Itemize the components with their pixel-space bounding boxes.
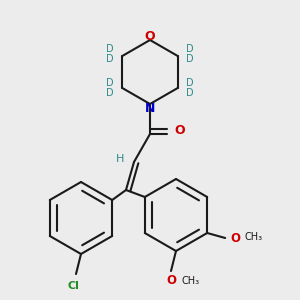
Text: D: D — [106, 44, 114, 54]
Text: Cl: Cl — [67, 281, 79, 291]
Text: D: D — [106, 78, 114, 88]
Text: D: D — [106, 88, 114, 98]
Text: D: D — [186, 44, 194, 54]
Text: N: N — [145, 101, 155, 115]
Text: D: D — [106, 54, 114, 64]
Text: CH₃: CH₃ — [182, 276, 200, 286]
Text: D: D — [186, 88, 194, 98]
Text: D: D — [186, 54, 194, 64]
Text: H: H — [116, 154, 124, 164]
Text: O: O — [145, 29, 155, 43]
Text: O: O — [230, 232, 240, 244]
Text: CH₃: CH₃ — [244, 232, 262, 242]
Text: O: O — [166, 274, 176, 287]
Text: D: D — [186, 78, 194, 88]
Text: O: O — [175, 124, 185, 137]
